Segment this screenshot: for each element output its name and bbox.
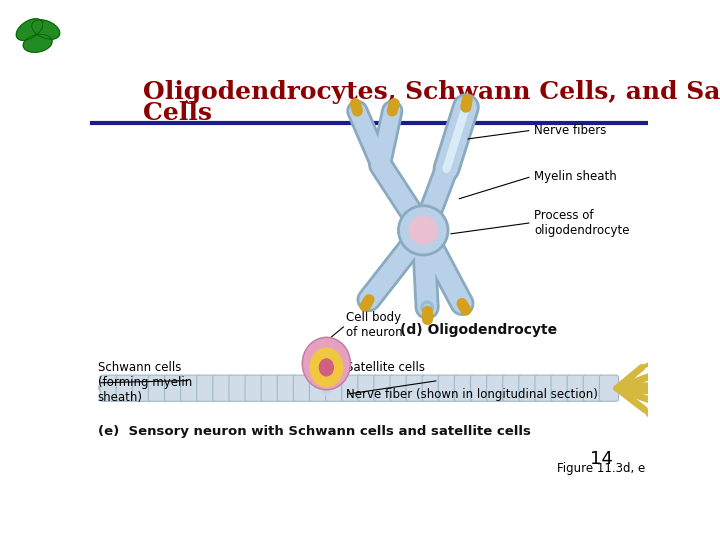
- FancyBboxPatch shape: [422, 375, 441, 401]
- FancyBboxPatch shape: [470, 375, 490, 401]
- FancyBboxPatch shape: [551, 375, 570, 401]
- Text: Process of
oligodendrocyte: Process of oligodendrocyte: [534, 208, 629, 237]
- FancyBboxPatch shape: [390, 375, 409, 401]
- Circle shape: [424, 304, 431, 310]
- FancyBboxPatch shape: [148, 375, 168, 401]
- FancyBboxPatch shape: [438, 375, 457, 401]
- FancyBboxPatch shape: [164, 375, 184, 401]
- FancyBboxPatch shape: [535, 375, 554, 401]
- FancyBboxPatch shape: [310, 375, 328, 401]
- Ellipse shape: [320, 359, 333, 376]
- Text: 14: 14: [590, 450, 613, 468]
- Polygon shape: [17, 19, 42, 40]
- Text: Oligodendrocytes, Schwann Cells, and Satellite: Oligodendrocytes, Schwann Cells, and Sat…: [143, 80, 720, 104]
- FancyBboxPatch shape: [358, 375, 377, 401]
- Text: Schwann cells
(forming myelin
sheath): Schwann cells (forming myelin sheath): [98, 361, 192, 404]
- FancyBboxPatch shape: [100, 375, 120, 401]
- FancyBboxPatch shape: [519, 375, 538, 401]
- Text: (d) Oligodendrocyte: (d) Oligodendrocyte: [400, 323, 557, 337]
- Ellipse shape: [310, 348, 343, 387]
- FancyBboxPatch shape: [583, 375, 603, 401]
- FancyBboxPatch shape: [487, 375, 506, 401]
- FancyBboxPatch shape: [261, 375, 280, 401]
- Polygon shape: [23, 35, 52, 52]
- Circle shape: [398, 206, 448, 255]
- FancyBboxPatch shape: [132, 375, 151, 401]
- FancyBboxPatch shape: [599, 375, 618, 401]
- FancyBboxPatch shape: [567, 375, 586, 401]
- FancyBboxPatch shape: [325, 375, 345, 401]
- FancyBboxPatch shape: [277, 375, 297, 401]
- FancyBboxPatch shape: [342, 375, 361, 401]
- Text: Nerve fiber (shown in longitudinal section): Nerve fiber (shown in longitudinal secti…: [346, 388, 598, 401]
- FancyBboxPatch shape: [374, 375, 393, 401]
- FancyBboxPatch shape: [197, 375, 216, 401]
- FancyBboxPatch shape: [181, 375, 200, 401]
- Text: Nerve fibers: Nerve fibers: [534, 124, 606, 137]
- Text: Cell body
of neuron: Cell body of neuron: [346, 311, 402, 339]
- Ellipse shape: [302, 338, 351, 390]
- FancyBboxPatch shape: [245, 375, 264, 401]
- FancyBboxPatch shape: [116, 375, 135, 401]
- Circle shape: [409, 217, 437, 244]
- FancyBboxPatch shape: [229, 375, 248, 401]
- Text: Myelin sheath: Myelin sheath: [534, 170, 617, 183]
- FancyBboxPatch shape: [454, 375, 474, 401]
- Text: Cells: Cells: [143, 101, 212, 125]
- FancyBboxPatch shape: [213, 375, 232, 401]
- Polygon shape: [32, 20, 60, 39]
- Circle shape: [421, 301, 433, 314]
- Text: Figure 11.3d, e: Figure 11.3d, e: [557, 462, 646, 475]
- FancyBboxPatch shape: [293, 375, 312, 401]
- Text: (e)  Sensory neuron with Schwann cells and satellite cells: (e) Sensory neuron with Schwann cells an…: [98, 425, 531, 438]
- FancyBboxPatch shape: [503, 375, 522, 401]
- Text: Satellite cells: Satellite cells: [346, 361, 425, 374]
- FancyBboxPatch shape: [406, 375, 426, 401]
